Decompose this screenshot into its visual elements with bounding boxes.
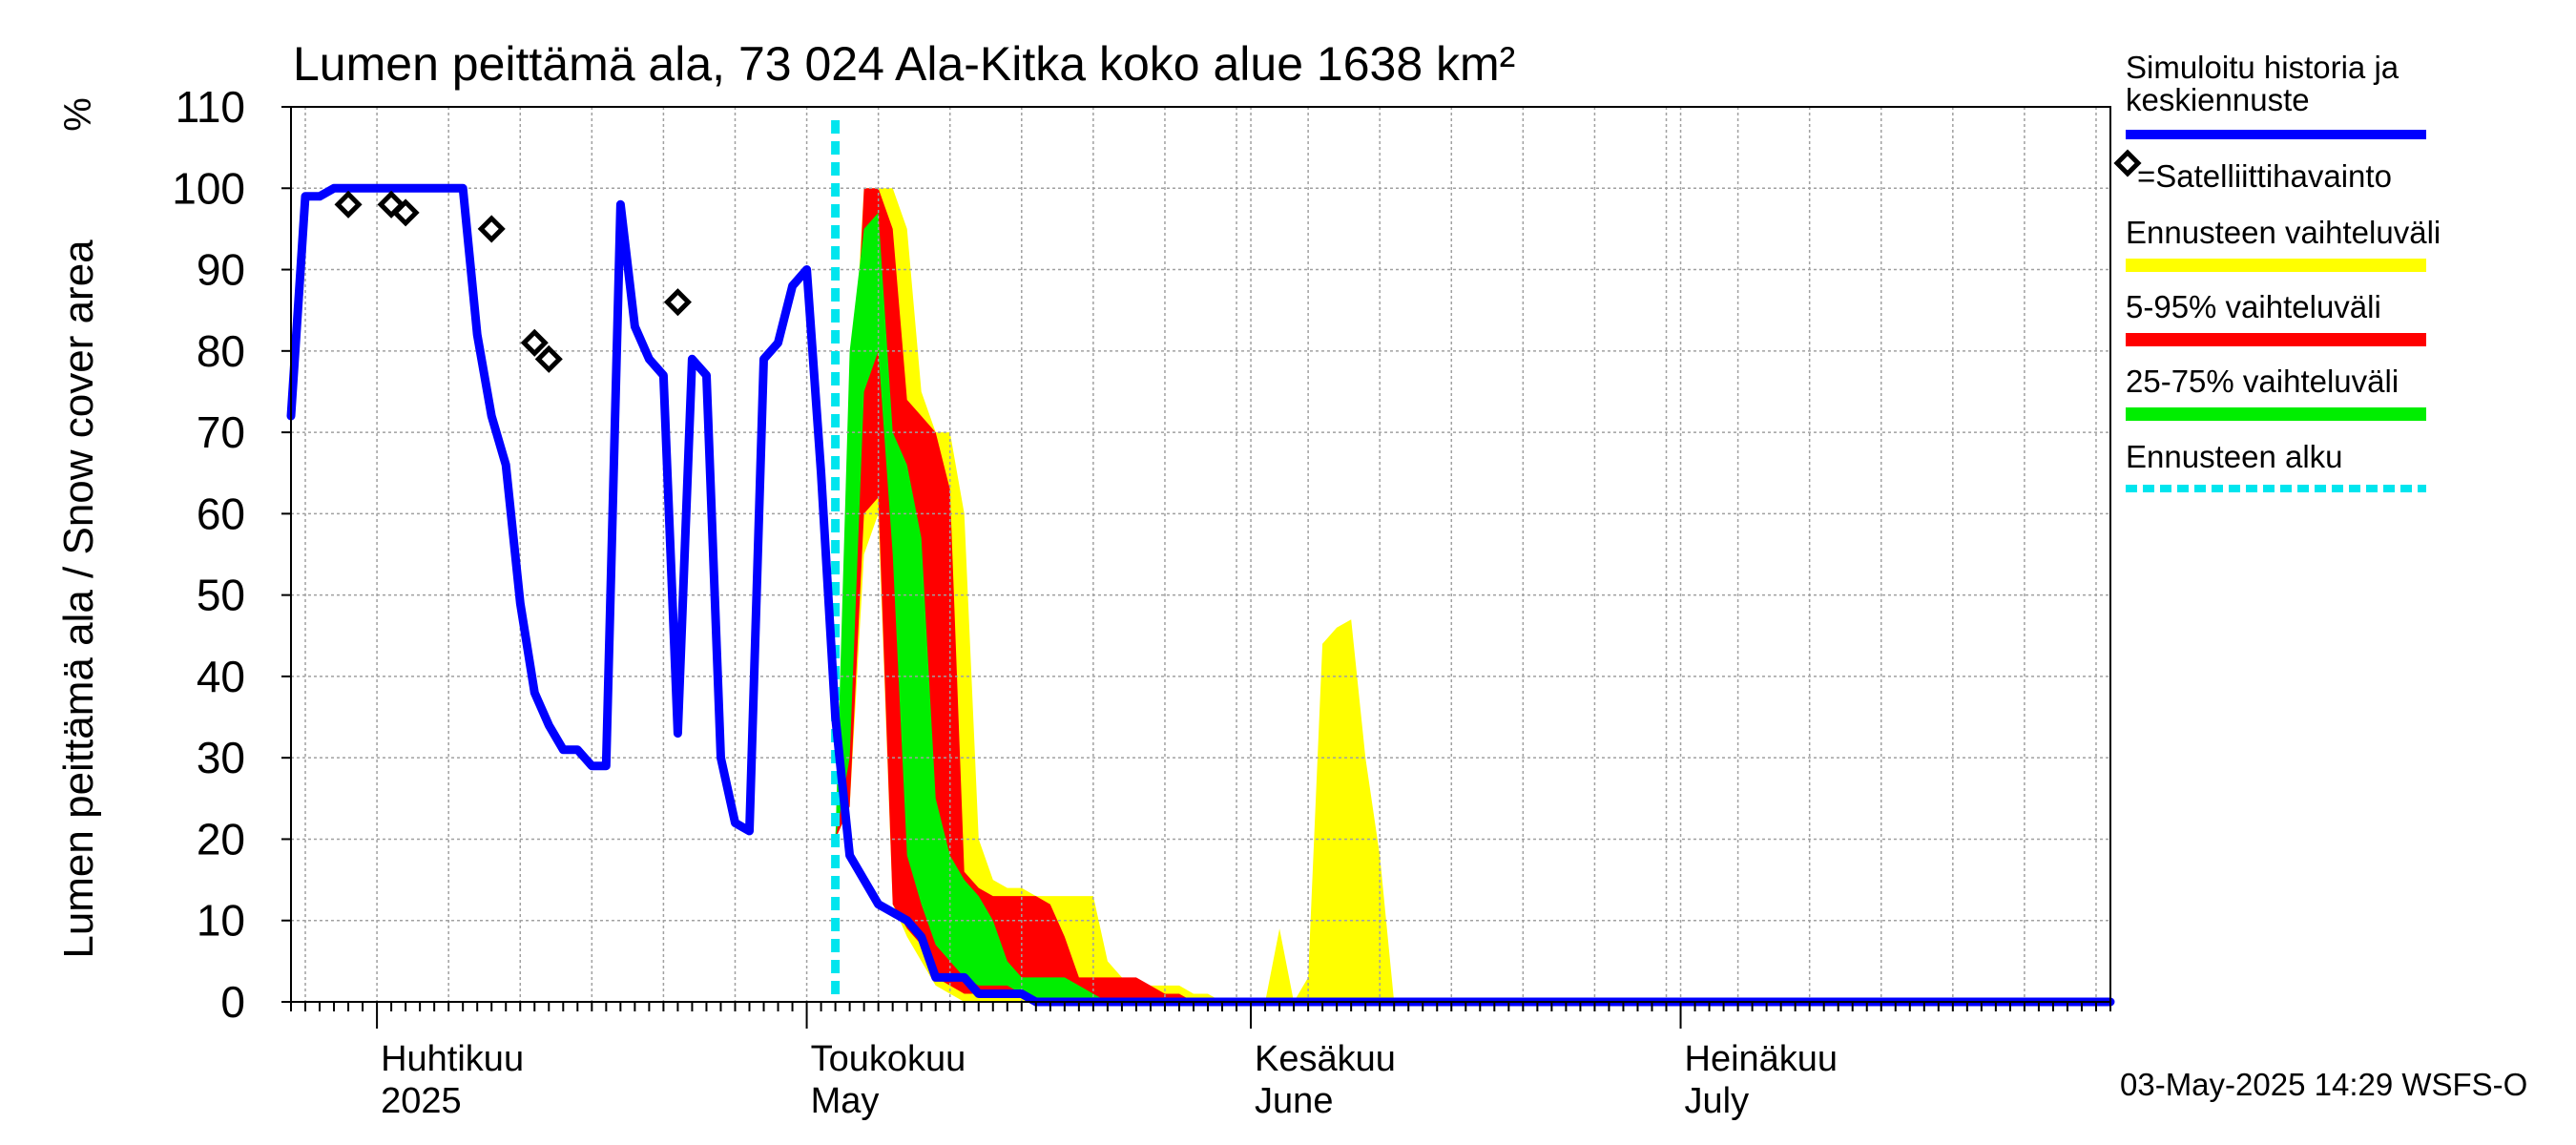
y-tick-label: 70 xyxy=(197,407,245,457)
y-tick-label: 50 xyxy=(197,571,245,620)
chart-title: Lumen peittämä ala, 73 024 Ala-Kitka kok… xyxy=(293,37,1515,91)
y-tick-label: 90 xyxy=(197,245,245,295)
x-month-sublabel: 2025 xyxy=(381,1081,462,1121)
x-month-label: Heinäkuu xyxy=(1685,1039,1839,1079)
y-axis-label: Lumen peittämä ala / Snow cover area xyxy=(55,239,102,959)
y-tick-label: 100 xyxy=(172,163,245,213)
x-month-sublabel: July xyxy=(1685,1081,1750,1121)
x-month-label: Kesäkuu xyxy=(1255,1039,1396,1079)
satellite-observation-point xyxy=(663,288,692,317)
legend-label-simulated-2: keskiennuste xyxy=(2126,82,2310,117)
x-month-label: Huhtikuu xyxy=(381,1039,524,1079)
y-tick-label: 10 xyxy=(197,896,245,946)
series-simulated-line xyxy=(286,183,2115,1007)
band-ennuste xyxy=(821,188,1438,1003)
y-tick-label: 40 xyxy=(197,652,245,701)
satellite-observation-point xyxy=(520,328,549,357)
legend-label-simulated: Simuloitu historia ja xyxy=(2126,50,2399,85)
y-tick-label: 0 xyxy=(220,977,245,1027)
y-tick-label: 60 xyxy=(197,489,245,538)
legend-swatch-satellite xyxy=(2113,149,2142,177)
legend-label-satellite: =Satelliittihavainto xyxy=(2137,158,2392,194)
y-tick-label: 80 xyxy=(197,326,245,376)
x-month-label: Toukokuu xyxy=(811,1039,966,1079)
x-month-sublabel: June xyxy=(1255,1081,1333,1121)
y-axis-unit: % xyxy=(57,97,99,132)
legend-forecast-start-label: Ennusteen alku xyxy=(2126,439,2343,474)
legend-5-95-label: 5-95% vaihteluväli xyxy=(2126,289,2381,324)
satellite-observation-point xyxy=(534,344,563,373)
y-tick-label: 110 xyxy=(176,82,245,132)
legend-25-75-label: 25-75% vaihteluväli xyxy=(2126,364,2399,399)
y-tick-label: 30 xyxy=(197,733,245,782)
x-month-sublabel: May xyxy=(811,1081,880,1121)
footer-timestamp: 03-May-2025 14:29 WSFS-O xyxy=(2120,1067,2527,1102)
plot-frame xyxy=(290,106,2111,1003)
forecast-bands xyxy=(821,188,1438,1003)
y-tick-label: 20 xyxy=(197,814,245,864)
satellite-observation-point xyxy=(334,190,363,219)
satellite-observation-point xyxy=(391,198,420,227)
grid xyxy=(291,106,2110,1003)
legend-ennuste-label: Ennusteen vaihteluväli xyxy=(2126,215,2441,250)
series-lines xyxy=(286,120,2115,1007)
satellite-observation-point xyxy=(477,215,506,243)
